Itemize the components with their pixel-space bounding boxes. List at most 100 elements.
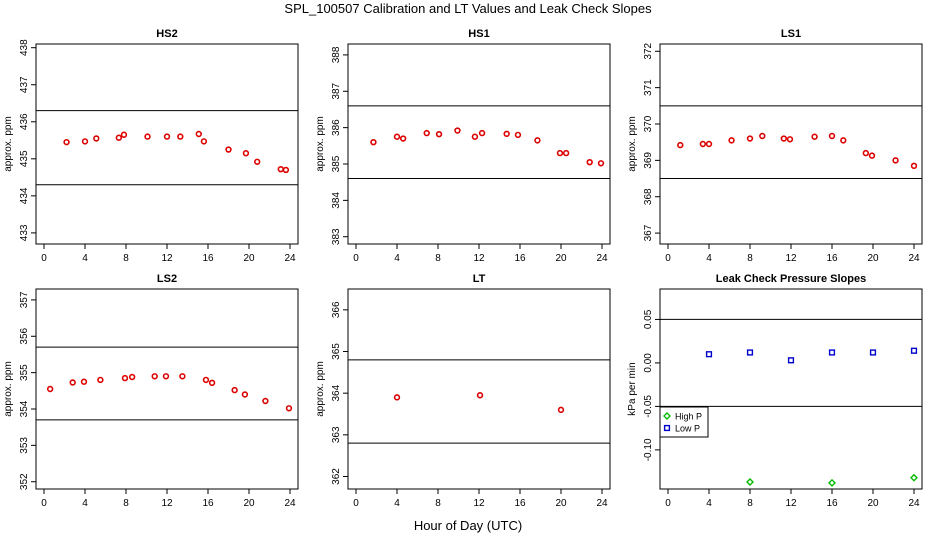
panel-title: LS1	[781, 28, 801, 40]
data-point	[393, 394, 401, 401]
data-point	[556, 149, 564, 157]
y-tick-label: 364	[331, 384, 342, 401]
y-tick-label: 352	[19, 473, 30, 490]
y-tick-label: 365	[331, 343, 342, 360]
data-point	[562, 149, 570, 157]
x-tick-label: 0	[41, 498, 47, 509]
y-tick-label: 436	[19, 113, 30, 130]
panel-3: LS1 0 4 8 12 16 20 24 367 368 369 370 371 372 approx. …	[627, 28, 923, 264]
y-tick-label: 438	[19, 39, 30, 56]
y-tick-label: 386	[331, 119, 342, 136]
x-tick-label: 20	[555, 253, 567, 264]
y-axis-label: approx. ppm	[627, 116, 638, 172]
panel-2: HS1 0 4 8 12 16 20 24 383 384 385 386 387 388 approx. …	[315, 28, 611, 264]
panel-frame	[659, 43, 923, 245]
y-tick-label: 435	[19, 150, 30, 167]
y-tick-label: 362	[331, 468, 342, 485]
y-tick-label: 366	[331, 301, 342, 318]
x-tick-label: 12	[473, 498, 485, 509]
y-tick-label: 368	[643, 188, 654, 205]
data-point	[63, 138, 70, 146]
data-point	[97, 376, 104, 384]
legend-label: High P	[675, 412, 702, 422]
data-point	[746, 478, 754, 487]
x-tick-label: 16	[826, 498, 838, 509]
panel-title: Leak Check Pressure Slopes	[716, 273, 866, 285]
data-point	[277, 165, 284, 173]
x-tick-label: 12	[785, 253, 797, 264]
data-point	[202, 376, 210, 384]
data-point	[128, 373, 136, 381]
data-point	[892, 157, 899, 164]
data-point	[399, 135, 407, 142]
data-point	[557, 406, 565, 414]
x-tick-label: 8	[747, 253, 753, 264]
data-point	[746, 135, 754, 142]
data-point	[162, 373, 170, 380]
y-tick-label: 371	[643, 79, 654, 96]
data-point	[241, 391, 249, 398]
x-tick-label: 16	[514, 498, 526, 509]
data-point	[910, 162, 918, 170]
x-tick-label: 4	[82, 253, 88, 264]
y-tick-label: 367	[643, 224, 654, 241]
y-axis-label: approx. ppm	[3, 361, 14, 417]
y-tick-label: 437	[19, 76, 30, 93]
legend: High P Low P	[659, 406, 709, 438]
y-axis-label: approx. ppm	[315, 361, 326, 417]
x-tick-label: 8	[123, 498, 129, 509]
data-point	[677, 141, 684, 149]
x-tick-label: 0	[353, 498, 359, 509]
data-point	[786, 136, 794, 143]
panel-4: LS2 0 4 8 12 16 20 24 352 353 354 355 356 357 approx. …	[3, 273, 299, 509]
data-point	[262, 397, 269, 405]
panel-title: HS2	[156, 28, 177, 40]
y-tick-label: 355	[19, 364, 30, 381]
x-axis-label: Hour of Day (UTC)	[413, 518, 523, 533]
data-point	[195, 130, 202, 138]
y-tick-label: 0.00	[643, 353, 654, 373]
data-point	[840, 137, 847, 144]
data-point	[177, 133, 184, 140]
x-tick-label: 12	[161, 498, 173, 509]
panel-title: LT	[473, 273, 486, 285]
data-point	[862, 149, 870, 157]
x-tick-label: 12	[161, 253, 173, 264]
panel-title: HS1	[468, 28, 489, 40]
x-tick-label: 4	[82, 498, 88, 509]
data-point	[435, 130, 443, 138]
y-tick-label: 353	[19, 437, 30, 454]
x-tick-label: 8	[435, 253, 441, 264]
data-point	[423, 129, 430, 137]
x-tick-label: 12	[785, 498, 797, 509]
panel-6: Leak Check Pressure Slopes 0 4 8 12 16 20 24 -0.…	[627, 273, 923, 509]
y-tick-label: 363	[331, 426, 342, 443]
y-tick-label: 354	[19, 400, 30, 417]
x-tick-label: 24	[284, 498, 296, 509]
panel-frame	[35, 43, 299, 245]
data-point	[828, 349, 836, 356]
panel-5: LT 0 4 8 12 16 20 24 362 363 364 365 366 approx. ppm	[315, 273, 611, 509]
data-point	[476, 392, 484, 399]
data-point	[869, 349, 877, 356]
y-tick-label: -0.10	[643, 438, 654, 461]
data-point	[478, 129, 486, 137]
panel-frame	[35, 288, 299, 490]
legend-marker	[663, 424, 671, 432]
data-point	[393, 133, 401, 140]
data-point	[471, 133, 479, 140]
x-tick-label: 24	[908, 253, 920, 264]
x-tick-label: 24	[596, 498, 608, 509]
x-tick-label: 20	[555, 498, 567, 509]
data-point	[705, 140, 713, 148]
data-point	[282, 166, 290, 174]
x-tick-label: 20	[243, 253, 255, 264]
x-tick-label: 20	[867, 498, 879, 509]
y-tick-label: 384	[331, 192, 342, 209]
data-point	[163, 133, 171, 140]
data-point	[144, 133, 151, 140]
y-tick-label: 372	[643, 42, 654, 59]
data-point	[910, 473, 918, 482]
data-point	[787, 357, 795, 364]
